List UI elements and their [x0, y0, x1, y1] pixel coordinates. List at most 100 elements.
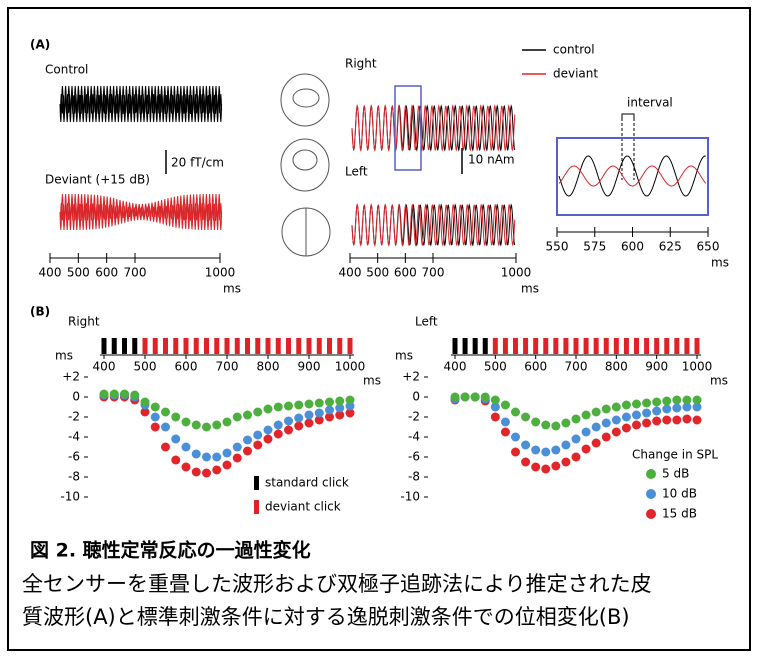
click-bar [614, 338, 619, 354]
x-unit: ms [710, 374, 728, 388]
data-point [592, 408, 601, 417]
click-bar [594, 338, 599, 354]
data-point [253, 431, 262, 440]
data-point [120, 390, 129, 399]
click-bar [143, 338, 148, 354]
data-point [511, 408, 520, 417]
data-point [100, 390, 109, 399]
tick-label: 500 [366, 266, 389, 280]
panel-label: (B) [30, 305, 50, 319]
data-point [662, 416, 671, 425]
click-bar [153, 338, 158, 354]
axis-unit: ms [711, 256, 729, 270]
y-tick-label: -6 [408, 450, 420, 464]
click-bar [327, 338, 332, 354]
data-point [531, 463, 540, 472]
click-bar [163, 338, 168, 354]
data-point [582, 411, 591, 420]
data-point [632, 421, 641, 430]
tick-label: 1000 [501, 266, 532, 280]
legend-swatch [646, 469, 656, 479]
y-tick-label: -10 [60, 490, 80, 504]
data-point [612, 428, 621, 437]
data-point [212, 453, 221, 462]
data-point [511, 433, 520, 442]
label: Control [45, 63, 88, 77]
data-point [315, 409, 324, 418]
y-tick-label: +2 [402, 370, 420, 384]
click-bar [553, 338, 558, 354]
caption-line: 全センサーを重畳した波形および双極子追跡法により推定された皮 [22, 572, 652, 596]
data-point [582, 428, 591, 437]
y-tick-label: -4 [408, 430, 420, 444]
click-bar [644, 338, 649, 354]
data-point [294, 422, 303, 431]
data-point [602, 405, 611, 414]
data-point [693, 416, 702, 425]
tick-label: 550 [546, 240, 569, 254]
data-point [325, 398, 334, 407]
data-point [652, 398, 661, 407]
click-bar [463, 338, 468, 354]
data-point [212, 466, 221, 475]
click-bar [122, 338, 127, 354]
click-bar [483, 338, 488, 354]
data-point [264, 435, 273, 444]
tick-label: 700 [422, 266, 445, 280]
label: interval [627, 96, 673, 110]
data-point [325, 406, 334, 415]
click-bar [523, 338, 528, 354]
data-point [161, 443, 170, 452]
tick-label: 625 [659, 240, 682, 254]
data-point [451, 393, 460, 402]
data-point [284, 402, 293, 411]
click-bar [266, 338, 271, 354]
click-bar [634, 338, 639, 354]
chart-title: Left [415, 315, 438, 329]
data-point [551, 462, 560, 471]
click-bar [204, 338, 209, 354]
data-point [693, 396, 702, 405]
x-unit: ms [363, 374, 381, 388]
data-point [192, 450, 201, 459]
x-tick-label: 600 [175, 360, 198, 374]
zoom-box [557, 138, 708, 215]
click-bar [214, 338, 219, 354]
y-tick-label: -8 [68, 470, 80, 484]
y-tick-label: 0 [72, 390, 80, 404]
data-point [182, 443, 191, 452]
data-point [192, 421, 201, 430]
click-bar [493, 338, 498, 354]
y-tick-label: -2 [408, 410, 420, 424]
click-bar [543, 338, 548, 354]
click-bar [473, 338, 478, 354]
data-point [130, 391, 139, 400]
data-point [672, 416, 681, 425]
y-tick-label: +2 [62, 370, 80, 384]
data-point [212, 421, 221, 430]
data-point [192, 468, 201, 477]
data-point [151, 423, 160, 432]
click-bar [276, 338, 281, 354]
data-point [622, 424, 631, 433]
data-point [521, 458, 530, 467]
y-unit: ms [55, 349, 73, 363]
click-bar [348, 338, 353, 354]
x-tick-label: 500 [134, 360, 157, 374]
data-point [531, 446, 540, 455]
data-point [284, 417, 293, 426]
data-point [662, 405, 671, 414]
click-bar [337, 338, 342, 354]
click-bar [453, 338, 458, 354]
tick-label: 600 [394, 266, 417, 280]
y-tick-label: -8 [408, 470, 420, 484]
click-bar [563, 338, 568, 354]
tick-label: 650 [697, 240, 720, 254]
data-point [662, 397, 671, 406]
click-bar [225, 338, 230, 354]
data-point [305, 411, 314, 420]
data-point [110, 390, 119, 399]
y-tick-label: -4 [68, 430, 80, 444]
data-point [602, 419, 611, 428]
waveform [559, 156, 706, 196]
